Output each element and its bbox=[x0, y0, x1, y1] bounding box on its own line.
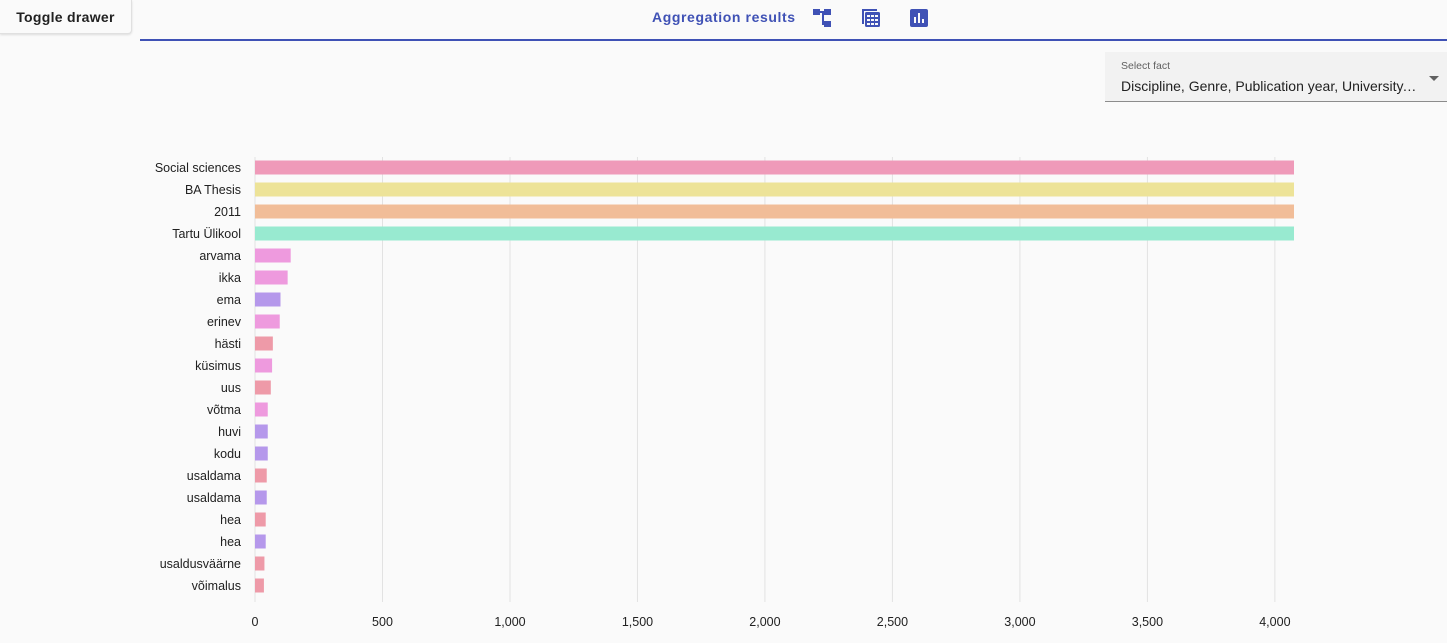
x-tick-label: 4,000 bbox=[1259, 615, 1290, 629]
category-label: võimalus bbox=[192, 579, 241, 593]
tree-view-icon[interactable] bbox=[812, 7, 834, 29]
x-tick-label: 1,000 bbox=[494, 615, 525, 629]
bar bbox=[255, 270, 288, 285]
bar bbox=[255, 446, 268, 461]
bar bbox=[255, 468, 267, 483]
bar bbox=[255, 226, 1294, 241]
bar bbox=[255, 424, 268, 439]
x-tick-label: 2,000 bbox=[749, 615, 780, 629]
category-label: Social sciences bbox=[155, 161, 241, 175]
bar bbox=[255, 248, 291, 263]
bar bbox=[255, 534, 266, 549]
category-label: huvi bbox=[218, 425, 241, 439]
category-label: hea bbox=[220, 513, 241, 527]
bar bbox=[255, 512, 266, 527]
x-tick-label: 3,500 bbox=[1132, 615, 1163, 629]
category-label: BA Thesis bbox=[185, 183, 241, 197]
x-tick-label: 3,000 bbox=[1004, 615, 1035, 629]
category-label: usaldama bbox=[187, 491, 241, 505]
bar bbox=[255, 490, 267, 505]
bar bbox=[255, 578, 264, 593]
table-view-icon[interactable] bbox=[860, 7, 882, 29]
bar bbox=[255, 204, 1294, 219]
category-label: 2011 bbox=[214, 205, 241, 219]
bar bbox=[255, 380, 271, 395]
x-tick-label: 2,500 bbox=[877, 615, 908, 629]
bar bbox=[255, 556, 265, 571]
category-label: ikka bbox=[219, 271, 241, 285]
category-label: usaldusväärne bbox=[160, 557, 241, 571]
category-label: erinev bbox=[207, 315, 242, 329]
category-label: hästi bbox=[215, 337, 241, 351]
category-label: usaldama bbox=[187, 469, 241, 483]
bar bbox=[255, 292, 281, 307]
category-label: võtma bbox=[207, 403, 241, 417]
select-fact-dropdown[interactable]: Select fact Discipline, Genre, Publicati… bbox=[1105, 52, 1447, 102]
bar bbox=[255, 182, 1294, 197]
category-label: Tartu Ülikool bbox=[172, 227, 241, 241]
select-fact-label: Select fact bbox=[1121, 60, 1171, 72]
category-label: ema bbox=[217, 293, 241, 307]
x-tick-label: 500 bbox=[372, 615, 393, 629]
x-tick-label: 1,500 bbox=[622, 615, 653, 629]
toggle-drawer-button[interactable]: Toggle drawer bbox=[0, 0, 132, 34]
category-label: küsimus bbox=[195, 359, 241, 373]
aggregation-results-title: Aggregation results bbox=[652, 9, 796, 25]
bar bbox=[255, 336, 273, 351]
bar bbox=[255, 402, 268, 417]
bar bbox=[255, 358, 273, 373]
category-label: arvama bbox=[199, 249, 241, 263]
bar bbox=[255, 160, 1294, 175]
header-divider bbox=[140, 39, 1447, 41]
caret-down-icon bbox=[1429, 76, 1439, 81]
category-label: uus bbox=[221, 381, 241, 395]
category-label: kodu bbox=[214, 447, 241, 461]
category-label: hea bbox=[220, 535, 241, 549]
bar-chart-icon[interactable] bbox=[908, 7, 930, 29]
bar bbox=[255, 314, 280, 329]
x-tick-label: 0 bbox=[252, 615, 259, 629]
